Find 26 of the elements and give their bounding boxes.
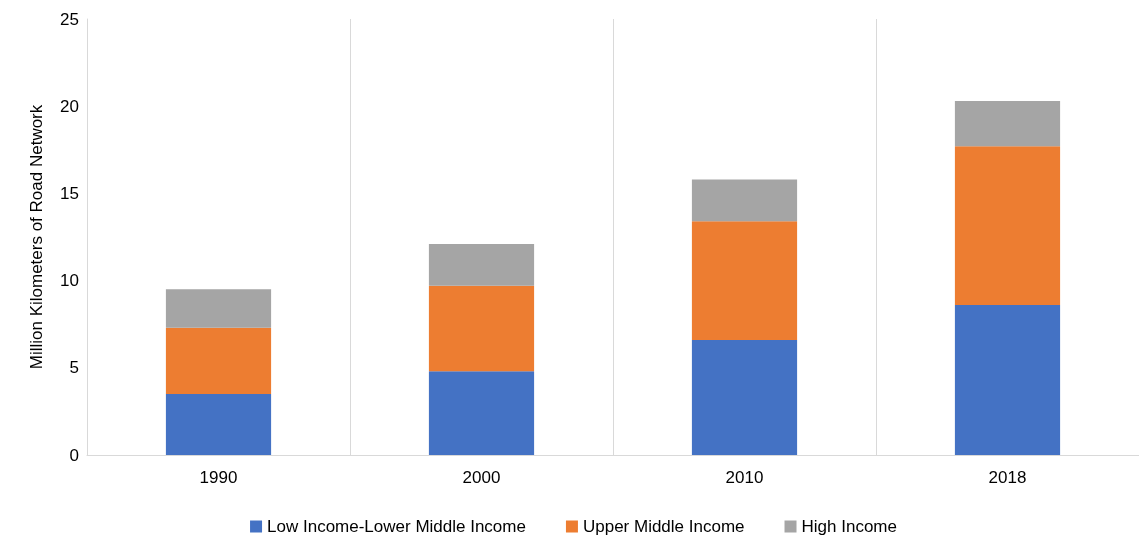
legend-label: Low Income-Lower Middle Income bbox=[267, 517, 526, 536]
bar bbox=[428, 371, 535, 455]
bar bbox=[954, 100, 1061, 147]
bar bbox=[691, 179, 798, 222]
y-tick-label: 15 bbox=[60, 183, 79, 203]
y-axis-title: Million Kilometers of Road Network bbox=[27, 104, 46, 370]
legend-label: Upper Middle Income bbox=[582, 517, 745, 536]
bar bbox=[428, 243, 535, 286]
x-tick-label: 1990 bbox=[199, 468, 238, 487]
bar bbox=[691, 339, 798, 455]
bar bbox=[691, 221, 798, 340]
bar bbox=[165, 393, 272, 455]
bar bbox=[165, 327, 272, 394]
legend-label: High Income bbox=[801, 517, 897, 536]
y-tick-label: 0 bbox=[69, 445, 79, 465]
x-tick-label: 2010 bbox=[725, 468, 764, 487]
y-tick-label: 20 bbox=[60, 96, 79, 116]
x-tick-label: 2018 bbox=[988, 468, 1027, 487]
y-tick-label: 5 bbox=[69, 358, 79, 378]
y-tick-label: 25 bbox=[60, 9, 79, 29]
bar bbox=[954, 305, 1061, 455]
bar bbox=[428, 285, 535, 372]
bar bbox=[954, 146, 1061, 306]
x-tick-label: 2000 bbox=[462, 468, 501, 487]
y-tick-label: 10 bbox=[60, 271, 79, 291]
bar bbox=[165, 289, 272, 328]
